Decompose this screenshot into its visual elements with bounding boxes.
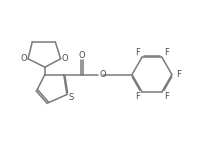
Text: F: F [176,70,181,79]
Text: O: O [78,51,85,60]
Text: F: F [164,48,169,57]
Text: F: F [135,48,140,57]
Text: O: O [99,70,106,79]
Text: F: F [164,92,169,101]
Text: O: O [21,54,27,63]
Text: O: O [61,54,68,63]
Text: F: F [135,92,140,101]
Text: S: S [68,92,73,102]
